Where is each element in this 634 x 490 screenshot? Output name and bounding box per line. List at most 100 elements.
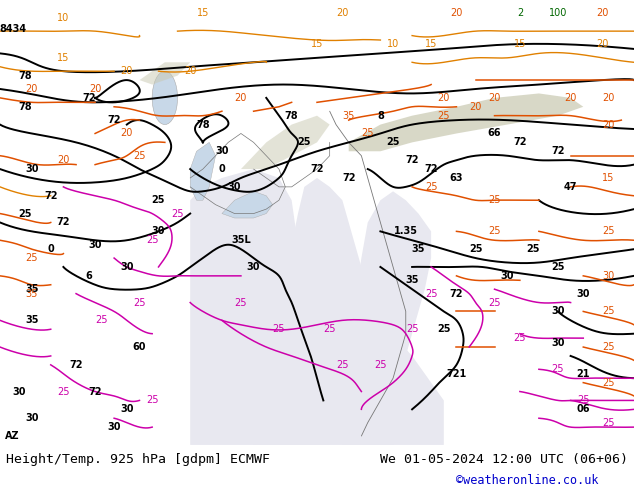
Text: 25: 25 <box>488 195 501 205</box>
Text: 30: 30 <box>152 226 165 236</box>
Text: 72: 72 <box>44 191 58 201</box>
Text: ©weatheronline.co.uk: ©weatheronline.co.uk <box>456 474 599 488</box>
Text: 30: 30 <box>576 289 590 298</box>
Text: 35: 35 <box>25 284 39 294</box>
Text: 35: 35 <box>25 316 39 325</box>
Text: 25: 25 <box>323 324 336 334</box>
Text: 20: 20 <box>488 93 501 103</box>
Text: 15: 15 <box>425 40 437 49</box>
Text: 30: 30 <box>551 338 565 347</box>
Text: 25: 25 <box>336 360 349 370</box>
Text: AZ: AZ <box>5 431 20 441</box>
Text: 25: 25 <box>526 244 540 254</box>
Text: 25: 25 <box>602 226 615 236</box>
Text: 15: 15 <box>197 8 209 18</box>
Text: 1.35: 1.35 <box>394 226 418 236</box>
Text: 25: 25 <box>602 378 615 388</box>
Text: 25: 25 <box>602 306 615 317</box>
Text: 20: 20 <box>596 40 609 49</box>
Text: 72: 72 <box>513 137 527 147</box>
Polygon shape <box>349 94 583 151</box>
Text: 35: 35 <box>25 289 38 298</box>
Text: 30: 30 <box>602 271 615 281</box>
Text: 15: 15 <box>57 53 70 63</box>
Polygon shape <box>190 178 444 445</box>
Text: 72: 72 <box>342 173 356 183</box>
Text: 20: 20 <box>25 84 38 94</box>
Text: 20: 20 <box>57 155 70 165</box>
Text: 20: 20 <box>336 8 349 18</box>
Text: 72: 72 <box>82 93 96 103</box>
Text: 60: 60 <box>133 342 146 352</box>
Text: 30: 30 <box>25 413 39 423</box>
Text: 0: 0 <box>48 244 54 254</box>
Text: 78: 78 <box>18 102 32 112</box>
Text: 25: 25 <box>273 324 285 334</box>
Text: 72: 72 <box>310 164 324 174</box>
Text: 30: 30 <box>500 271 514 281</box>
Text: 25: 25 <box>425 289 437 298</box>
Text: 2: 2 <box>517 8 523 18</box>
Text: 25: 25 <box>361 128 374 139</box>
Text: 72: 72 <box>405 155 419 165</box>
Text: 25: 25 <box>488 226 501 236</box>
Polygon shape <box>222 191 273 218</box>
Text: 0: 0 <box>219 164 225 174</box>
Text: 25: 25 <box>146 235 158 245</box>
Text: Height/Temp. 925 hPa [gdpm] ECMWF: Height/Temp. 925 hPa [gdpm] ECMWF <box>6 453 270 466</box>
Text: 25: 25 <box>425 182 437 192</box>
Text: 25: 25 <box>146 395 158 405</box>
Text: 78: 78 <box>196 120 210 129</box>
Text: 20: 20 <box>596 8 609 18</box>
Text: 25: 25 <box>602 342 615 352</box>
Text: 8: 8 <box>377 111 384 121</box>
Text: 78: 78 <box>18 71 32 81</box>
Text: 30: 30 <box>120 262 134 272</box>
Text: 25: 25 <box>25 253 38 263</box>
Text: 06: 06 <box>576 404 590 415</box>
Text: 35L: 35L <box>231 235 251 245</box>
Text: 20: 20 <box>602 120 615 129</box>
Text: 72: 72 <box>424 164 438 174</box>
Polygon shape <box>190 143 216 200</box>
Polygon shape <box>190 169 330 445</box>
Text: 15: 15 <box>514 40 526 49</box>
Text: 20: 20 <box>184 66 197 76</box>
Text: 63: 63 <box>450 173 463 183</box>
Text: 25: 25 <box>469 244 482 254</box>
Text: 47: 47 <box>564 182 578 192</box>
Text: 25: 25 <box>437 111 450 121</box>
Text: 25: 25 <box>57 387 70 396</box>
Text: 25: 25 <box>437 324 451 334</box>
Text: 25: 25 <box>552 364 564 374</box>
Text: 30: 30 <box>551 306 565 317</box>
Text: 10: 10 <box>387 40 399 49</box>
Text: 20: 20 <box>235 93 247 103</box>
Text: 25: 25 <box>374 360 387 370</box>
Text: 25: 25 <box>386 137 400 147</box>
Text: 6: 6 <box>86 271 92 281</box>
Text: 30: 30 <box>120 404 134 415</box>
Text: 30: 30 <box>107 422 121 432</box>
Text: 30: 30 <box>25 164 39 174</box>
Text: 25: 25 <box>95 316 108 325</box>
Text: 25: 25 <box>406 324 418 334</box>
Text: 25: 25 <box>602 417 615 428</box>
Text: 30: 30 <box>228 182 242 192</box>
Text: 78: 78 <box>285 111 299 121</box>
Text: 30: 30 <box>88 240 102 250</box>
Text: 20: 20 <box>89 84 101 94</box>
Text: 30: 30 <box>12 387 26 396</box>
Text: 25: 25 <box>488 297 501 308</box>
Text: 8434: 8434 <box>0 24 26 34</box>
Text: We 01-05-2024 12:00 UTC (06+06): We 01-05-2024 12:00 UTC (06+06) <box>380 453 628 466</box>
Text: 25: 25 <box>171 209 184 219</box>
Polygon shape <box>241 116 330 169</box>
Text: 20: 20 <box>564 93 577 103</box>
Text: 72: 72 <box>69 360 83 370</box>
Text: 35: 35 <box>411 244 425 254</box>
Text: 66: 66 <box>488 128 501 139</box>
Polygon shape <box>139 62 190 85</box>
Text: 20: 20 <box>469 102 482 112</box>
Text: 25: 25 <box>514 333 526 343</box>
